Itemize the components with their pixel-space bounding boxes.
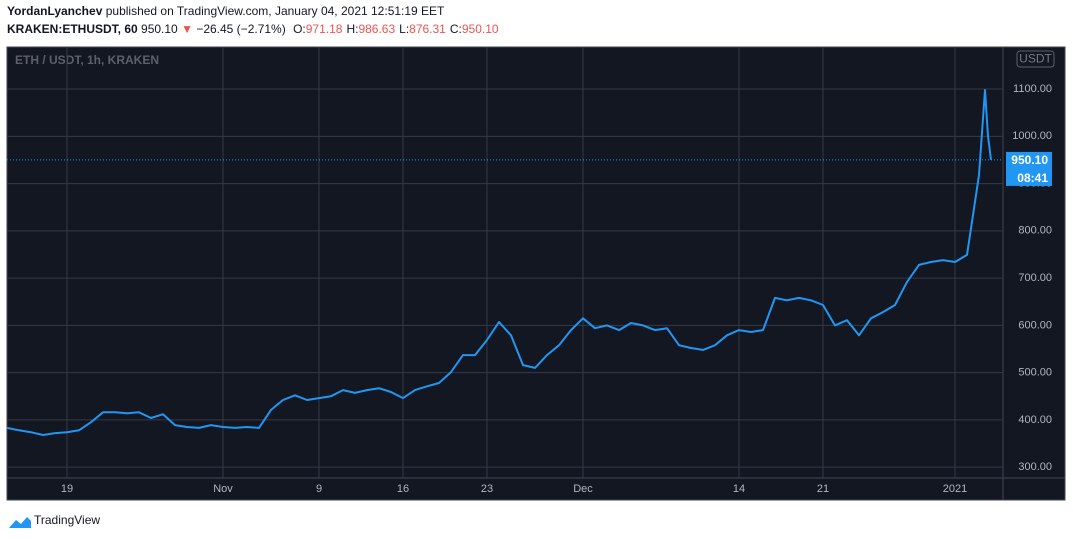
ohlc: O:971.18 H:986.63 L:876.31 C:950.10	[293, 22, 499, 36]
published: published on TradingView.com, January 04…	[106, 4, 445, 18]
x-tick-label: Nov	[213, 483, 233, 495]
down-arrow: ▼	[181, 22, 193, 36]
currency: USDT	[1019, 52, 1052, 66]
x-tick-label: 23	[481, 483, 493, 495]
ohlc-label: O:	[293, 22, 306, 36]
y-tick-label: 700.00	[1018, 272, 1052, 284]
y-tick-label: 500.00	[1018, 367, 1052, 379]
price-tag	[1006, 151, 1052, 186]
change: −26.45 (−2.71%)	[196, 22, 285, 36]
ohlc-label: H:	[346, 22, 358, 36]
x-tick-label: 16	[397, 483, 409, 495]
y-tick-label: 1100.00	[1013, 83, 1052, 95]
brand: TradingView	[34, 513, 100, 527]
currency-box	[1016, 50, 1055, 68]
symbol: KRAKEN:ETHUSDT, 60	[7, 22, 138, 36]
x-tick-label: 14	[733, 483, 745, 495]
ohlc-label: C:	[450, 22, 462, 36]
y-tick-label: 1000.00	[1012, 130, 1052, 142]
chart-title: ETH / USDT, 1h, KRAKEN	[15, 53, 159, 67]
ohlc-value: 986.63	[358, 22, 395, 36]
ohlc-value: 950.10	[462, 22, 499, 36]
ohlc-label: L:	[399, 22, 409, 36]
brand-logo	[9, 517, 31, 528]
price-line	[6, 89, 992, 436]
x-tick-label: 9	[316, 483, 322, 495]
symbol-line: KRAKEN:ETHUSDT, 60 950.10 ▼ −26.45 (−2.7…	[7, 22, 499, 36]
price: 950.10	[141, 22, 178, 36]
ohlc-value: 876.31	[409, 22, 446, 36]
y-tick-label: 600.00	[1018, 319, 1052, 331]
price-tag-label: 950.10	[1011, 153, 1048, 167]
y-tick-label: 400.00	[1018, 414, 1052, 426]
x-tick-label: Dec	[573, 483, 593, 495]
x-tick-label: 21	[817, 483, 829, 495]
y-tick-label: 300.00	[1018, 461, 1052, 473]
publish-line: YordanLyanchev published on TradingView.…	[7, 4, 445, 18]
chart-panel	[6, 46, 1066, 501]
x-tick-label: 19	[61, 483, 73, 495]
ohlc-value: 971.18	[306, 22, 343, 36]
x-tick-label: 2021	[943, 483, 967, 495]
author: YordanLyanchev	[7, 4, 103, 18]
y-tick-label: 800.00	[1018, 225, 1052, 237]
countdown: 08:41	[1017, 171, 1048, 185]
